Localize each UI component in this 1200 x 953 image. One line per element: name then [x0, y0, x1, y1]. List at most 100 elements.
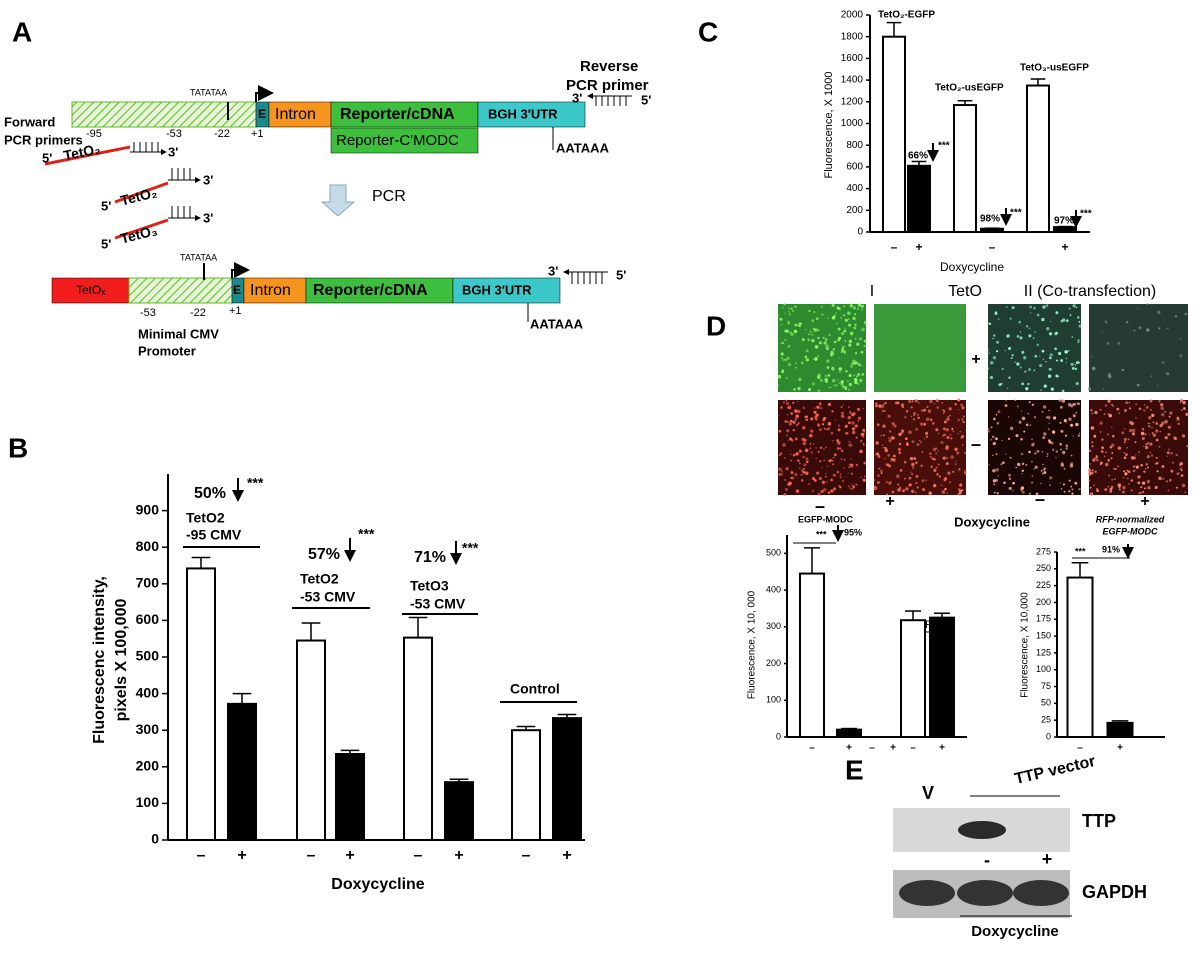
- cell: [780, 323, 783, 326]
- cell: [873, 486, 878, 491]
- cell: [1107, 459, 1111, 462]
- cell: [950, 437, 953, 440]
- cell: [1123, 437, 1127, 442]
- cell: [947, 416, 950, 418]
- cell: [1067, 349, 1070, 352]
- cell: [1167, 489, 1170, 492]
- y-axis-label: pixels X 100,000: [113, 599, 130, 722]
- cell: [1034, 465, 1038, 469]
- cell: [943, 410, 946, 413]
- cell: [995, 467, 1000, 472]
- cell: [1151, 432, 1154, 434]
- cell: [1149, 408, 1152, 411]
- cell: [1046, 452, 1049, 455]
- cell: [809, 330, 812, 333]
- cell: [857, 416, 862, 420]
- cell: [792, 428, 795, 432]
- cell: [1137, 475, 1141, 479]
- cell: [1104, 488, 1108, 492]
- cell: [887, 414, 891, 418]
- annotation: 98%: [980, 214, 1000, 225]
- cell: [837, 428, 841, 432]
- cell: [798, 324, 801, 328]
- cell: [941, 401, 943, 404]
- cell: [860, 364, 863, 367]
- cell: [1108, 413, 1113, 418]
- cell: [1050, 387, 1054, 391]
- cell: [1030, 481, 1034, 484]
- cell: [1005, 399, 1007, 402]
- cell: [1179, 398, 1184, 402]
- cell: [1023, 430, 1026, 433]
- cell: [845, 431, 848, 435]
- cell: [1109, 490, 1113, 493]
- primer-label: PCR primers: [4, 132, 83, 147]
- annotation: 66%: [908, 151, 928, 162]
- cell: [1146, 303, 1149, 306]
- cell: [1043, 384, 1047, 388]
- cell: [1090, 471, 1094, 475]
- cell: [1160, 406, 1165, 411]
- cell: [903, 460, 907, 464]
- cell: [848, 382, 853, 387]
- cell: [854, 313, 857, 316]
- cell: [1061, 318, 1066, 322]
- cell: [1159, 424, 1163, 428]
- cell: [1113, 478, 1116, 480]
- cell: [889, 461, 892, 463]
- cell: [1186, 445, 1189, 448]
- y-axis-label: Fluorescence, X 10, 000: [747, 590, 758, 699]
- y-tick-label: 200: [846, 205, 863, 216]
- cell: [1145, 463, 1148, 466]
- cell: [1041, 472, 1044, 475]
- cell: [933, 403, 936, 405]
- x-tick-label: –: [809, 743, 815, 754]
- annotation: -95 CMV: [186, 527, 242, 543]
- cell: [1055, 450, 1059, 453]
- cell: [777, 384, 779, 386]
- cell: [1167, 433, 1171, 436]
- x-tick-label: +: [915, 240, 922, 254]
- cell: [801, 361, 804, 364]
- dox-label: -: [984, 850, 990, 870]
- cell: [1111, 443, 1115, 447]
- cell: [1046, 455, 1049, 458]
- cell: [996, 421, 1000, 425]
- cell: [798, 377, 802, 382]
- cell: [1179, 462, 1183, 466]
- y-tick-label: 400: [136, 684, 160, 700]
- primer-end: 3': [203, 210, 213, 225]
- y-tick-label: 1000: [841, 118, 864, 129]
- cell: [842, 385, 845, 388]
- primer-end: 5': [101, 198, 111, 213]
- cell: [1164, 420, 1168, 424]
- cell: [897, 488, 901, 492]
- x-tick-label: –: [414, 847, 423, 864]
- cell: [808, 482, 811, 486]
- cell: [1040, 389, 1042, 391]
- cell: [849, 304, 853, 308]
- cell: [893, 424, 897, 428]
- cell: [910, 406, 913, 409]
- cell: [860, 350, 864, 354]
- cell: [901, 405, 905, 409]
- cell: [1048, 356, 1051, 359]
- row-label: +: [971, 351, 980, 368]
- cell: [838, 382, 840, 384]
- cell: [1068, 307, 1071, 310]
- x-tick-label: +: [846, 743, 852, 754]
- cell: [963, 451, 967, 455]
- cell: [862, 428, 866, 432]
- cell: [815, 457, 817, 459]
- cell: [1077, 341, 1080, 344]
- cell: [790, 412, 793, 415]
- cell: [805, 328, 807, 331]
- position-label: -95: [86, 128, 102, 140]
- cell: [1064, 350, 1068, 354]
- cell: [1008, 486, 1012, 491]
- y-axis-label: Fluorescenc intensity,: [91, 576, 108, 744]
- cell: [1006, 387, 1009, 389]
- cell: [817, 423, 821, 427]
- cell: [1077, 434, 1081, 437]
- cell: [852, 306, 857, 310]
